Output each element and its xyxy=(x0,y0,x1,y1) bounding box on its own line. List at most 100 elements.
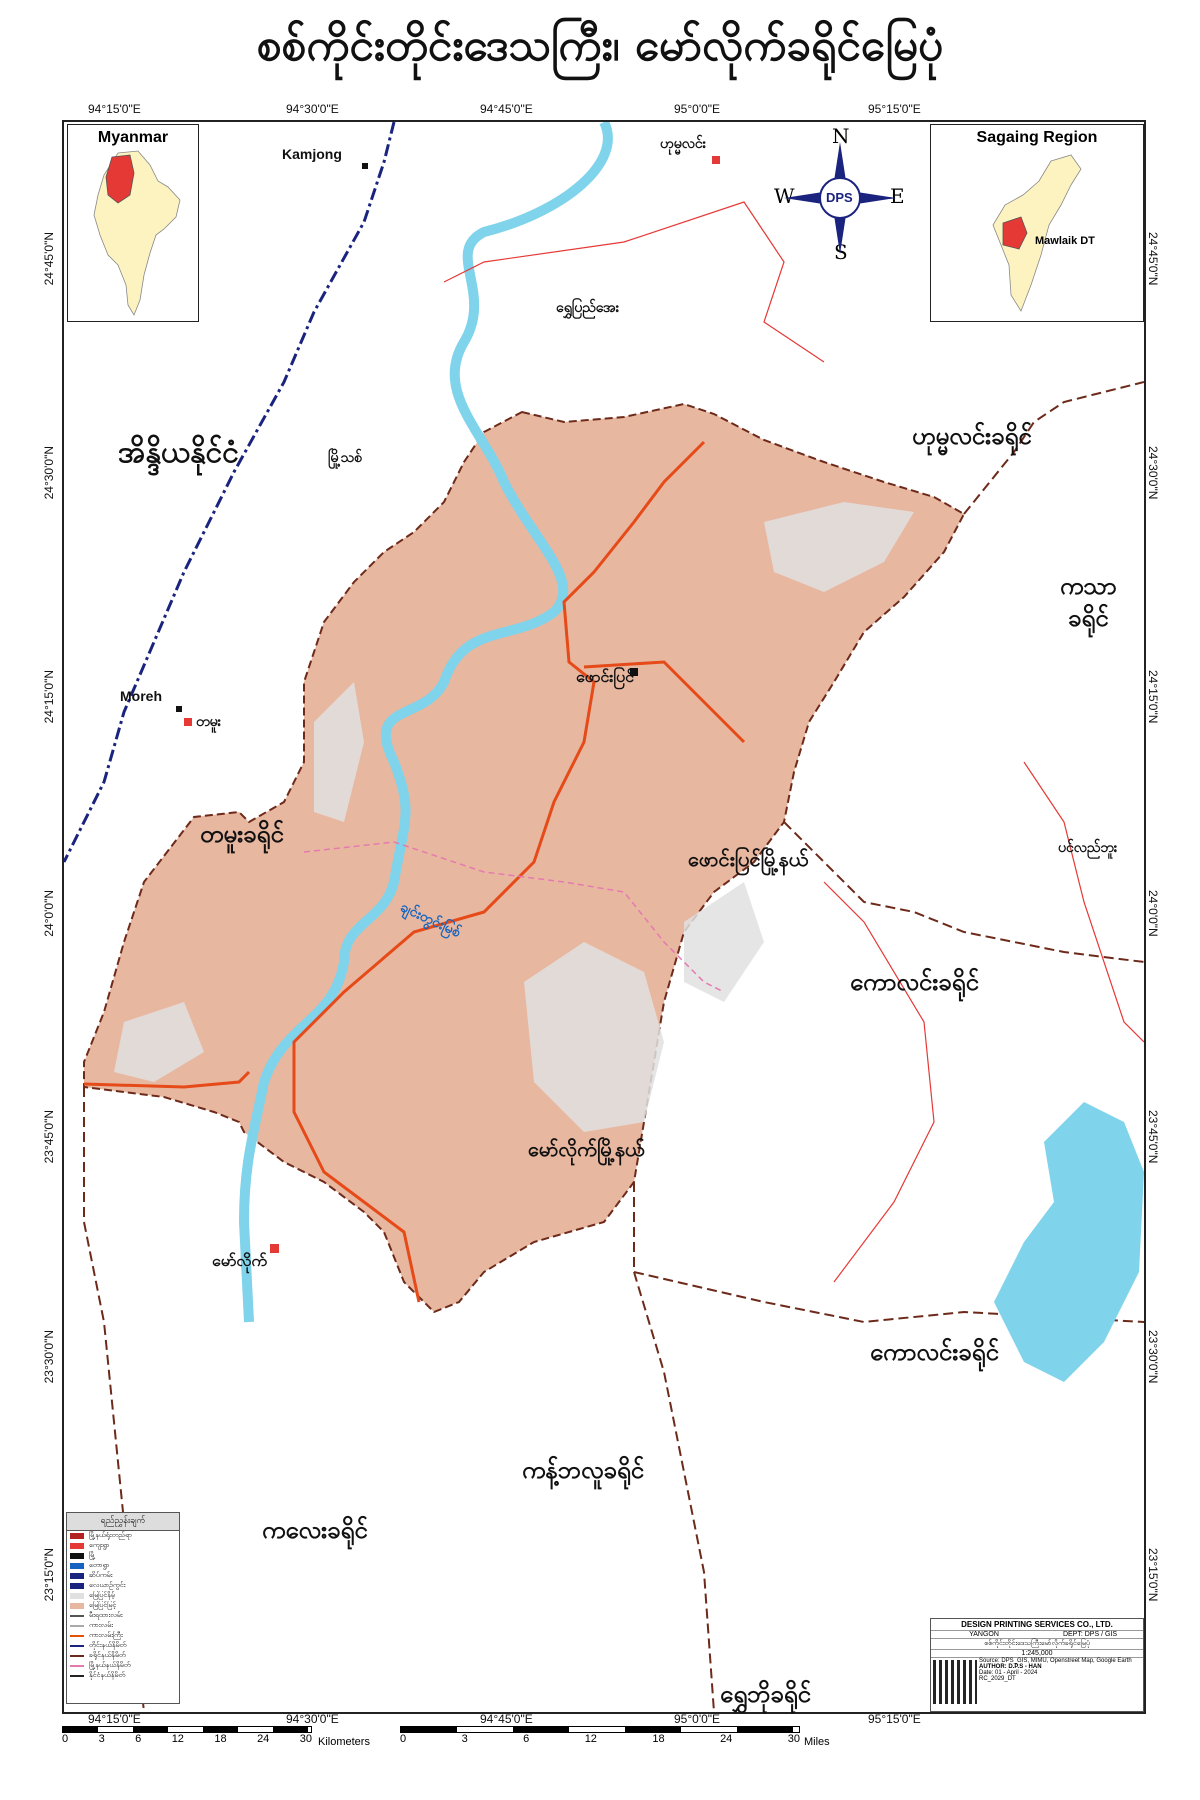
mi-tick: 6 xyxy=(523,1733,530,1745)
legend-swatch xyxy=(70,1665,84,1667)
inset-sagaing-title: Sagaing Region xyxy=(976,129,1098,146)
mi-tick: 0 xyxy=(400,1733,407,1745)
inset-district-label: Mawlaik DT xyxy=(1035,235,1095,247)
scale-bar-mi: 0 3 6 12 18 24 30 Miles xyxy=(400,1726,830,1748)
highland-patch xyxy=(114,1002,204,1082)
info-dept: DEPT: DPS / GIS xyxy=(1062,1631,1118,1638)
km-tick: 30 xyxy=(299,1733,312,1745)
inset-myanmar-title: Myanmar xyxy=(97,129,169,146)
legend-swatch xyxy=(70,1645,84,1647)
legend-title: ရည်ညွှန်းချက် xyxy=(67,1513,179,1531)
coord-top-1: 94°15'0"E xyxy=(88,102,141,116)
lake xyxy=(994,1102,1144,1382)
legend-swatch xyxy=(70,1625,84,1627)
coord-top-5: 95°15'0"E xyxy=(868,102,921,116)
legend-swatch xyxy=(70,1675,84,1677)
label-kalay-district-1: ကောလင်းခရိုင် xyxy=(850,968,979,996)
map-title: စစ်ကိုင်းတိုင်းဒေသကြီး၊ မော်လိုက်ခရိုင်မ… xyxy=(256,20,944,71)
place-homalin: ဟုမ္မလင်း xyxy=(660,136,707,152)
highland-patch xyxy=(764,502,914,592)
legend-swatch xyxy=(70,1563,84,1569)
coord-left-7: 23°15'0"N xyxy=(42,1548,56,1602)
coord-right-5: 23°45'0"N xyxy=(1146,1110,1160,1164)
legend-row: နိုင်ငံနယ်နိမိတ် xyxy=(67,1671,179,1681)
coord-bottom-2: 94°30'0"E xyxy=(286,1712,339,1726)
legend-row: မြို့ xyxy=(67,1551,179,1561)
town-marker-kamjong xyxy=(362,163,368,169)
label-kathar-2: ခရိုင် xyxy=(1068,604,1109,632)
legend-row: တောရွာ xyxy=(67,1561,179,1571)
map-frame[interactable] xyxy=(62,120,1146,1714)
town-marker-tamu xyxy=(184,718,192,726)
mi-tick: 30 xyxy=(787,1733,800,1745)
north-arrow: N S E W DPS xyxy=(774,124,905,264)
label-shwebo-district: ရွှေဘိုခရိုင် xyxy=(720,1680,811,1708)
coord-left-1: 24°45'0"N xyxy=(42,232,56,286)
info-code: RC_2029_DT xyxy=(979,1676,1016,1682)
legend-row: ဆိပ်ကမ်း xyxy=(67,1571,179,1581)
legend-row: ကားလမ်းကြီး xyxy=(67,1631,179,1641)
legend-row: မီးရထားလမ်း xyxy=(67,1611,179,1621)
legend-row: မြေပြင်မြင့် xyxy=(67,1601,179,1611)
map-canvas xyxy=(64,122,1144,1712)
compass-s: S xyxy=(834,240,848,264)
km-label: Kilometers xyxy=(318,1736,370,1748)
km-tick: 18 xyxy=(214,1733,227,1745)
legend-swatch xyxy=(70,1593,84,1599)
mi-tick: 12 xyxy=(584,1733,597,1745)
place-kamjong: Kamjong xyxy=(282,146,342,162)
legend-row: မြေပြင်နိမ့် xyxy=(67,1591,179,1601)
info-map-name: စစ်ကိုင်းတိုင်းဒေသကြီးမော်လိုက်ခရိုင်မြေ… xyxy=(931,1639,1143,1650)
info-box: DESIGN PRINTING SERVICES CO., LTD. YANGO… xyxy=(930,1618,1144,1712)
place-mawlaik: မော်လိုက် xyxy=(212,1251,268,1270)
label-kanbalu-district: ကန့်ဘလူခရိုင် xyxy=(522,1456,645,1484)
legend-swatch xyxy=(70,1533,84,1539)
district-boundary xyxy=(963,381,1144,515)
place-tamu: တမူး xyxy=(196,714,222,730)
myanmar-outline xyxy=(93,150,181,316)
town-marker-paungbyin xyxy=(630,668,638,676)
coord-right-3: 24°15'0"N xyxy=(1146,670,1160,724)
highland-patch xyxy=(684,882,764,1002)
coord-top-4: 95°0'0"E xyxy=(674,102,721,116)
coord-bottom-4: 95°0'0"E xyxy=(674,1712,721,1726)
coord-bottom-5: 95°15'0"E xyxy=(868,1712,921,1726)
coord-right-2: 24°30'0"N xyxy=(1146,446,1160,500)
legend-row: လေယာဉ်ကွင်း xyxy=(67,1581,179,1591)
main-road xyxy=(583,660,746,744)
coord-right-1: 24°45'0"N xyxy=(1146,232,1160,286)
highland-patch xyxy=(314,682,364,822)
compass-logo: DPS xyxy=(826,190,853,205)
compass-w: W xyxy=(774,184,795,208)
legend-swatch xyxy=(70,1583,84,1589)
coord-bottom-3: 94°45'0"E xyxy=(480,1712,533,1726)
mi-label: Miles xyxy=(804,1736,830,1748)
info-author: AUTHOR: D.P.S - HAN xyxy=(979,1664,1042,1670)
label-homalin-district: ဟုမ္မလင်းခရိုင် xyxy=(912,422,1032,450)
place-myothit: မြို့သစ် xyxy=(328,450,362,466)
legend-swatch xyxy=(70,1615,84,1617)
coord-left-5: 23°45'0"N xyxy=(42,1110,56,1164)
town-marker-homalin xyxy=(712,156,720,164)
town-marker-moreh xyxy=(176,706,182,712)
legend-row: မြို့နယ်နယ်နိမိတ် xyxy=(67,1661,179,1671)
info-date: Date: 01 - April - 2024 xyxy=(979,1670,1038,1676)
legend-row: တိုင်းနယ်နိမိတ် xyxy=(67,1641,179,1651)
place-paungbyin: ဖောင်းပြင် xyxy=(576,667,635,686)
qr-code-icon xyxy=(933,1660,977,1704)
secondary-road xyxy=(823,881,935,1283)
label-paungbyin-township: ဖောင်းပြင်မြို့နယ် xyxy=(688,847,809,871)
coord-right-7: 23°15'0"N xyxy=(1146,1548,1160,1602)
coord-left-6: 23°30'0"N xyxy=(42,1330,56,1384)
legend-row: ကားလမ်း xyxy=(67,1621,179,1631)
km-tick: 0 xyxy=(62,1733,69,1745)
coord-top-3: 94°45'0"E xyxy=(480,102,533,116)
km-tick: 12 xyxy=(171,1733,184,1745)
legend-swatch xyxy=(70,1635,84,1637)
coord-right-4: 24°0'0"N xyxy=(1146,890,1160,937)
km-tick: 6 xyxy=(135,1733,142,1745)
secondary-road xyxy=(1023,761,1144,1043)
compass-n: N xyxy=(832,124,850,148)
compass-rose-icon xyxy=(784,142,896,254)
legend-swatch xyxy=(70,1655,84,1657)
